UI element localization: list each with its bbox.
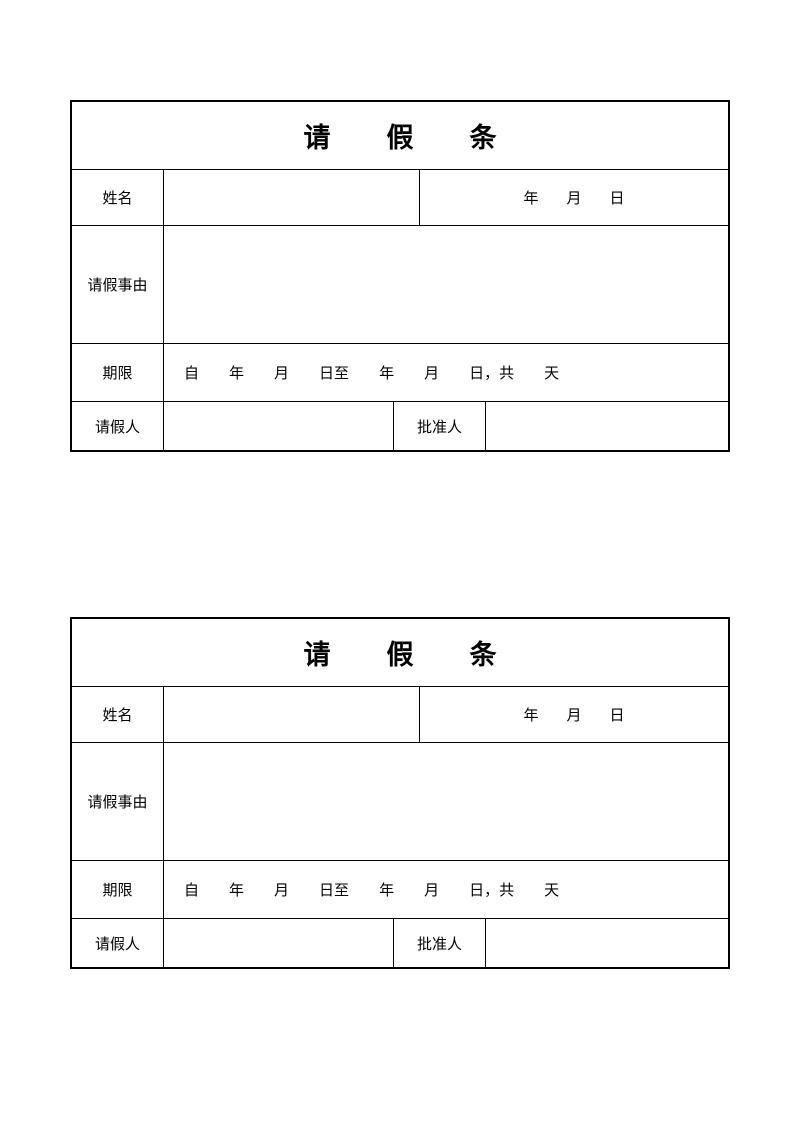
requester-input[interactable] [164,919,394,967]
reason-row: 请假事由 [72,743,728,861]
name-label: 姓名 [72,687,164,742]
reason-input[interactable] [164,743,728,860]
period-year1: 年 [229,362,244,383]
period-label: 期限 [72,861,164,918]
title-char-1: 请 [304,633,331,672]
title-char-2: 假 [387,116,414,155]
approver-input[interactable] [486,919,728,967]
form-title: 请 假 条 [72,102,728,170]
period-days: 天 [544,362,559,383]
year-label: 年 [523,187,538,208]
title-char-1: 请 [304,116,331,155]
period-row: 期限 自 年 月 日至 年 月 日，共 天 [72,861,728,919]
signer-row: 请假人 批准人 [72,919,728,967]
period-from: 自 [184,879,199,900]
reason-label: 请假事由 [72,743,164,860]
period-year2: 年 [379,362,394,383]
form-title: 请 假 条 [72,619,728,687]
reason-row: 请假事由 [72,226,728,344]
period-month1: 月 [274,362,289,383]
name-label: 姓名 [72,170,164,225]
period-input[interactable]: 自 年 月 日至 年 月 日，共 天 [164,344,728,401]
period-day2total: 日，共 [469,879,514,900]
reason-input[interactable] [164,226,728,343]
year-label: 年 [523,704,538,725]
signer-row: 请假人 批准人 [72,402,728,450]
reason-label: 请假事由 [72,226,164,343]
name-input[interactable] [164,170,420,225]
month-label: 月 [566,187,581,208]
title-char-2: 假 [387,633,414,672]
period-year1: 年 [229,879,244,900]
month-label: 月 [566,704,581,725]
requester-label: 请假人 [72,402,164,450]
leave-form: 请 假 条 姓名 年 月 日 请假事由 期限 自 年 月 日至 年 月 日，共 … [70,100,730,452]
period-row: 期限 自 年 月 日至 年 月 日，共 天 [72,344,728,402]
period-dayto: 日至 [319,879,349,900]
approver-input[interactable] [486,402,728,450]
name-row: 姓名 年 月 日 [72,170,728,226]
period-year2: 年 [379,879,394,900]
requester-label: 请假人 [72,919,164,967]
title-char-3: 条 [470,116,497,155]
period-month2: 月 [424,362,439,383]
date-cell[interactable]: 年 月 日 [420,170,728,225]
period-day2total: 日，共 [469,362,514,383]
period-from: 自 [184,362,199,383]
period-month1: 月 [274,879,289,900]
name-input[interactable] [164,687,420,742]
date-cell[interactable]: 年 月 日 [420,687,728,742]
period-month2: 月 [424,879,439,900]
title-char-3: 条 [470,633,497,672]
day-label: 日 [610,187,625,208]
period-input[interactable]: 自 年 月 日至 年 月 日，共 天 [164,861,728,918]
leave-form: 请 假 条 姓名 年 月 日 请假事由 期限 自 年 月 日至 年 月 日，共 … [70,617,730,969]
day-label: 日 [610,704,625,725]
approver-label: 批准人 [394,919,486,967]
period-dayto: 日至 [319,362,349,383]
name-row: 姓名 年 月 日 [72,687,728,743]
requester-input[interactable] [164,402,394,450]
period-label: 期限 [72,344,164,401]
period-days: 天 [544,879,559,900]
approver-label: 批准人 [394,402,486,450]
